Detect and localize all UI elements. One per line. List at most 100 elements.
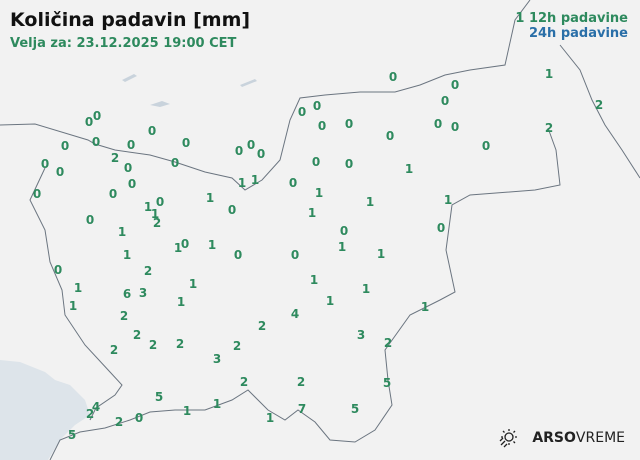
map-title: Količina padavin [mm] bbox=[10, 9, 251, 31]
station-value-12h: 1 bbox=[325, 294, 335, 308]
arso-logo: ARSOVREME bbox=[498, 428, 625, 448]
station-value-12h: 1 bbox=[337, 240, 347, 254]
station-value-12h: 0 bbox=[288, 176, 298, 190]
station-value-12h: 4 bbox=[91, 400, 101, 414]
station-value-12h: 1 bbox=[237, 176, 247, 190]
sea-adriatic bbox=[0, 360, 90, 460]
station-value-12h: 0 bbox=[450, 120, 460, 134]
station-value-12h: 0 bbox=[181, 136, 191, 150]
legend-sample-value: 1 bbox=[515, 11, 525, 26]
station-value-12h: 2 bbox=[132, 328, 142, 342]
legend-12h: 1 12h padavine bbox=[515, 11, 628, 26]
station-value-12h: 6 bbox=[122, 287, 132, 301]
station-value-12h: 0 bbox=[436, 221, 446, 235]
station-value-12h: 0 bbox=[55, 165, 65, 179]
station-value-12h: 1 bbox=[207, 238, 217, 252]
station-value-12h: 0 bbox=[246, 138, 256, 152]
station-value-12h: 5 bbox=[67, 428, 77, 442]
station-value-12h: 1 bbox=[117, 225, 127, 239]
station-value-12h: 0 bbox=[85, 213, 95, 227]
legend-24h-label: 24h padavine bbox=[528, 26, 628, 41]
station-value-12h: 0 bbox=[32, 187, 42, 201]
station-value-12h: 2 bbox=[114, 415, 124, 429]
station-value-12h: 1 bbox=[307, 206, 317, 220]
station-value-12h: 1 bbox=[122, 248, 132, 262]
station-value-12h: 1 bbox=[443, 193, 453, 207]
station-value-12h: 1 bbox=[150, 207, 160, 221]
station-value-12h: 0 bbox=[388, 70, 398, 84]
station-value-12h: 0 bbox=[155, 195, 165, 209]
station-value-12h: 2 bbox=[296, 375, 306, 389]
station-value-12h: 1 bbox=[73, 281, 83, 295]
station-value-12h: 2 bbox=[109, 343, 119, 357]
station-value-12h: 2 bbox=[110, 151, 120, 165]
station-value-12h: 0 bbox=[433, 117, 443, 131]
station-value-12h: 0 bbox=[385, 129, 395, 143]
station-value-12h: 1 bbox=[173, 241, 183, 255]
station-value-12h: 2 bbox=[143, 264, 153, 278]
station-value-12h: 2 bbox=[594, 98, 604, 112]
valid-for-timestamp: Velja za: 23.12.2025 19:00 CET bbox=[10, 36, 237, 51]
station-value-12h: 2 bbox=[544, 121, 554, 135]
station-value-12h: 0 bbox=[450, 78, 460, 92]
station-value-12h: 5 bbox=[350, 402, 360, 416]
station-value-12h: 1 bbox=[143, 200, 153, 214]
station-value-12h: 0 bbox=[91, 135, 101, 149]
station-value-12h: 1 bbox=[176, 295, 186, 309]
station-value-12h: 1 bbox=[376, 247, 386, 261]
station-value-12h: 2 bbox=[152, 216, 162, 230]
station-value-12h: 2 bbox=[119, 309, 129, 323]
station-value-12h: 2 bbox=[232, 339, 242, 353]
station-value-12h: 0 bbox=[170, 156, 180, 170]
station-value-12h: 2 bbox=[85, 407, 95, 421]
station-value-12h: 1 bbox=[182, 404, 192, 418]
station-value-12h: 3 bbox=[138, 286, 148, 300]
station-value-12h: 0 bbox=[108, 187, 118, 201]
station-value-12h: 4 bbox=[290, 307, 300, 321]
station-value-12h: 1 bbox=[212, 397, 222, 411]
legend: 1 12h padavine 24h padavine bbox=[515, 11, 628, 41]
station-value-12h: 0 bbox=[60, 139, 70, 153]
logo-text: ARSOVREME bbox=[532, 430, 625, 446]
station-value-12h: 1 bbox=[420, 300, 430, 314]
station-value-12h: 0 bbox=[40, 157, 50, 171]
station-value-12h: 0 bbox=[290, 248, 300, 262]
station-value-12h: 1 bbox=[250, 173, 260, 187]
station-value-12h: 0 bbox=[317, 119, 327, 133]
station-value-12h: 5 bbox=[154, 390, 164, 404]
station-value-12h: 0 bbox=[339, 224, 349, 238]
station-value-12h: 0 bbox=[227, 203, 237, 217]
station-value-12h: 2 bbox=[148, 338, 158, 352]
station-value-12h: 1 bbox=[205, 191, 215, 205]
station-value-12h: 0 bbox=[134, 411, 144, 425]
station-value-12h: 1 bbox=[361, 282, 371, 296]
station-value-12h: 0 bbox=[312, 99, 322, 113]
station-value-12h: 0 bbox=[126, 138, 136, 152]
station-value-12h: 1 bbox=[544, 67, 554, 81]
station-value-12h: 0 bbox=[147, 124, 157, 138]
sun-rain-icon bbox=[499, 429, 518, 448]
station-value-12h: 0 bbox=[481, 139, 491, 153]
station-value-12h: 1 bbox=[265, 411, 275, 425]
station-value-12h: 1 bbox=[314, 186, 324, 200]
station-value-12h: 0 bbox=[344, 117, 354, 131]
station-value-12h: 1 bbox=[404, 162, 414, 176]
station-value-12h: 5 bbox=[382, 376, 392, 390]
station-value-12h: 0 bbox=[256, 147, 266, 161]
station-value-12h: 0 bbox=[123, 161, 133, 175]
station-value-12h: 7 bbox=[297, 402, 307, 416]
station-value-12h: 0 bbox=[297, 105, 307, 119]
station-value-12h: 1 bbox=[68, 299, 78, 313]
station-value-12h: 2 bbox=[257, 319, 267, 333]
station-value-12h: 0 bbox=[233, 248, 243, 262]
station-value-12h: 2 bbox=[175, 337, 185, 351]
legend-12h-label: 12h padavine bbox=[528, 11, 628, 26]
station-value-12h: 2 bbox=[383, 336, 393, 350]
station-value-12h: 0 bbox=[344, 157, 354, 171]
station-value-12h: 0 bbox=[440, 94, 450, 108]
station-value-12h: 2 bbox=[239, 375, 249, 389]
station-value-12h: 0 bbox=[84, 115, 94, 129]
station-value-12h: 3 bbox=[356, 328, 366, 342]
station-value-12h: 1 bbox=[365, 195, 375, 209]
